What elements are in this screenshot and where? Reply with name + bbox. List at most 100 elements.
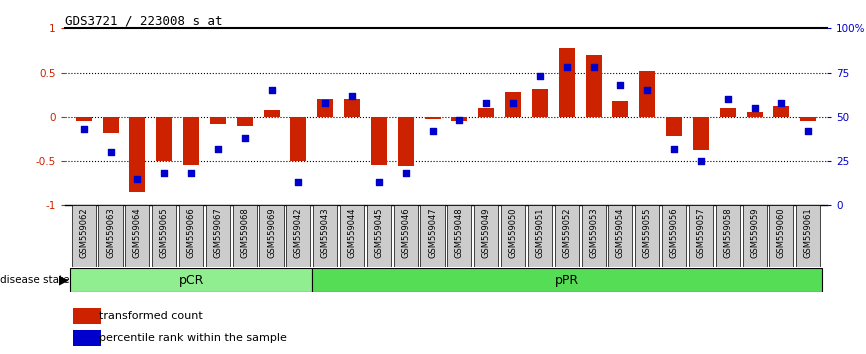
Text: GSM559047: GSM559047 <box>428 207 437 258</box>
Bar <box>73 308 100 324</box>
Text: disease state: disease state <box>0 275 69 285</box>
Text: GSM559048: GSM559048 <box>455 207 464 258</box>
Point <box>774 100 788 105</box>
Text: GSM559060: GSM559060 <box>777 207 786 258</box>
Bar <box>693 117 709 150</box>
FancyBboxPatch shape <box>367 205 391 267</box>
Text: GSM559068: GSM559068 <box>240 207 249 258</box>
Text: GSM559053: GSM559053 <box>589 207 598 258</box>
Bar <box>559 48 575 117</box>
FancyBboxPatch shape <box>99 205 123 267</box>
FancyBboxPatch shape <box>554 205 578 267</box>
Bar <box>505 92 521 117</box>
FancyBboxPatch shape <box>608 205 632 267</box>
FancyBboxPatch shape <box>796 205 820 267</box>
Point <box>586 64 600 70</box>
Text: GSM559050: GSM559050 <box>508 207 518 258</box>
Text: GSM559063: GSM559063 <box>106 207 115 258</box>
Point <box>694 158 708 164</box>
Bar <box>129 117 145 192</box>
Bar <box>102 117 119 133</box>
Bar <box>720 108 736 117</box>
Bar <box>397 117 414 166</box>
Point <box>399 171 413 176</box>
Point <box>265 87 279 93</box>
Point <box>372 179 386 185</box>
Text: GSM559044: GSM559044 <box>347 207 357 258</box>
Bar <box>156 117 172 161</box>
Text: GSM559052: GSM559052 <box>562 207 572 258</box>
Text: GDS3721 / 223008_s_at: GDS3721 / 223008_s_at <box>65 14 223 27</box>
Bar <box>773 106 790 117</box>
Text: GSM559054: GSM559054 <box>616 207 625 258</box>
Text: GSM559061: GSM559061 <box>804 207 813 258</box>
Bar <box>183 117 199 166</box>
Point <box>533 73 546 79</box>
FancyBboxPatch shape <box>394 205 417 267</box>
FancyBboxPatch shape <box>312 268 822 292</box>
FancyBboxPatch shape <box>448 205 471 267</box>
FancyBboxPatch shape <box>769 205 793 267</box>
Text: percentile rank within the sample: percentile rank within the sample <box>100 333 288 343</box>
Bar <box>639 71 656 117</box>
FancyBboxPatch shape <box>70 268 312 292</box>
Bar <box>612 101 629 117</box>
Text: GSM559045: GSM559045 <box>374 207 384 258</box>
Bar <box>290 117 307 161</box>
Text: GSM559062: GSM559062 <box>79 207 88 258</box>
Text: GSM559043: GSM559043 <box>320 207 330 258</box>
Bar <box>532 88 548 117</box>
FancyBboxPatch shape <box>287 205 311 267</box>
Point <box>319 100 333 105</box>
Bar <box>75 117 92 121</box>
Bar <box>666 117 682 136</box>
Bar <box>371 117 387 166</box>
Text: GSM559056: GSM559056 <box>669 207 679 258</box>
Point <box>77 126 91 132</box>
FancyBboxPatch shape <box>340 205 364 267</box>
Text: GSM559055: GSM559055 <box>643 207 652 258</box>
Bar <box>585 55 602 117</box>
Bar <box>478 108 494 117</box>
FancyBboxPatch shape <box>233 205 257 267</box>
Point <box>292 179 306 185</box>
Text: GSM559046: GSM559046 <box>401 207 410 258</box>
Bar <box>451 117 468 121</box>
Point <box>131 176 145 182</box>
Point <box>184 171 198 176</box>
Text: GSM559069: GSM559069 <box>267 207 276 258</box>
FancyBboxPatch shape <box>475 205 498 267</box>
Text: GSM559064: GSM559064 <box>132 207 142 258</box>
Bar <box>344 99 360 117</box>
Text: pPR: pPR <box>555 274 578 286</box>
FancyBboxPatch shape <box>501 205 525 267</box>
Bar <box>236 117 253 126</box>
Text: ▶: ▶ <box>59 273 68 286</box>
Point <box>667 146 681 152</box>
FancyBboxPatch shape <box>260 205 284 267</box>
FancyBboxPatch shape <box>152 205 177 267</box>
Point <box>452 118 466 123</box>
FancyBboxPatch shape <box>313 205 338 267</box>
Point <box>104 149 118 155</box>
Point <box>211 146 225 152</box>
Text: transformed count: transformed count <box>100 311 203 321</box>
Text: GSM559059: GSM559059 <box>750 207 759 258</box>
Bar <box>800 117 817 121</box>
Text: GSM559066: GSM559066 <box>186 207 196 258</box>
Text: pCR: pCR <box>178 274 204 286</box>
FancyBboxPatch shape <box>528 205 552 267</box>
FancyBboxPatch shape <box>581 205 605 267</box>
FancyBboxPatch shape <box>72 205 96 267</box>
Point <box>640 87 654 93</box>
FancyBboxPatch shape <box>688 205 713 267</box>
Bar <box>424 117 441 120</box>
FancyBboxPatch shape <box>635 205 659 267</box>
FancyBboxPatch shape <box>715 205 740 267</box>
Point <box>721 96 734 102</box>
Point <box>158 171 171 176</box>
Point <box>479 100 493 105</box>
Point <box>559 64 573 70</box>
Point <box>801 128 815 134</box>
Bar <box>263 110 280 117</box>
